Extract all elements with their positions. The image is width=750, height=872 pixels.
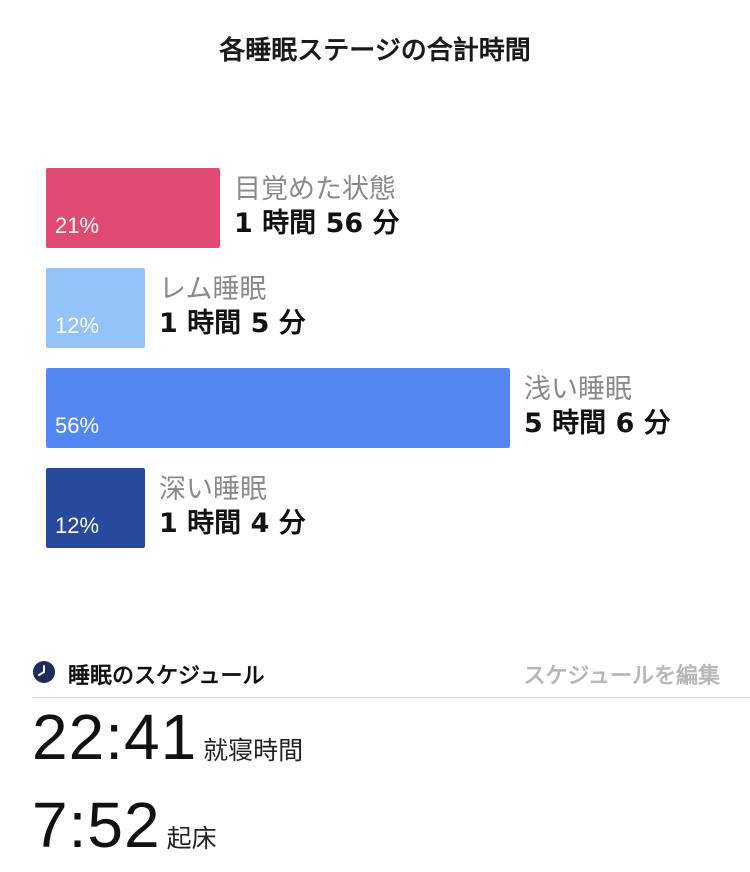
stage-text-deep: 深い睡眠 1 時間 4 分 <box>159 473 306 541</box>
stage-percent-deep: 12% <box>55 513 100 538</box>
sleep-stages-chart: 21% 目覚めた状態 1 時間 56 分 12% レム睡眠 1 時間 5 分 5… <box>46 168 706 568</box>
stage-row-light: 56% 浅い睡眠 5 時間 6 分 <box>46 368 706 448</box>
stage-duration-deep: 1 時間 4 分 <box>159 508 306 539</box>
stage-duration-light: 5 時間 6 分 <box>524 408 671 439</box>
stage-name-light: 浅い睡眠 <box>524 374 632 405</box>
stage-bar-awake: 21% <box>46 168 220 248</box>
stage-name-rem: レム睡眠 <box>159 274 267 305</box>
wake-row: 7:52 起床 <box>32 788 217 862</box>
clock-icon <box>33 661 55 683</box>
stage-duration-rem: 1 時間 5 分 <box>159 308 306 339</box>
bedtime-time: 22:41 <box>32 701 198 773</box>
page-title: 各睡眠ステージの合計時間 <box>219 36 531 66</box>
wake-label: 起床 <box>166 824 217 853</box>
stage-row-awake: 21% 目覚めた状態 1 時間 56 分 <box>46 168 706 248</box>
stage-name-deep: 深い睡眠 <box>159 474 267 505</box>
stage-bar-rem: 12% <box>46 268 145 348</box>
stage-duration-awake: 1 時間 56 分 <box>234 208 400 239</box>
stage-text-rem: レム睡眠 1 時間 5 分 <box>159 273 306 341</box>
stage-percent-light: 56% <box>55 413 100 438</box>
divider <box>32 697 750 698</box>
stage-text-awake: 目覚めた状態 1 時間 56 分 <box>234 173 400 241</box>
edit-schedule-link[interactable]: スケジュールを編集 <box>523 664 720 689</box>
stage-text-light: 浅い睡眠 5 時間 6 分 <box>524 373 671 441</box>
bedtime-row: 22:41 就寝時間 <box>32 700 303 774</box>
stage-row-rem: 12% レム睡眠 1 時間 5 分 <box>46 268 706 348</box>
stage-row-deep: 12% 深い睡眠 1 時間 4 分 <box>46 468 706 548</box>
schedule-header: 睡眠のスケジュール スケジュールを編集 <box>32 654 720 694</box>
stage-bar-deep: 12% <box>46 468 145 548</box>
bedtime-label: 就寝時間 <box>203 736 304 765</box>
schedule-title: 睡眠のスケジュール <box>68 664 265 689</box>
wake-time: 7:52 <box>32 789 161 861</box>
stage-bar-light: 56% <box>46 368 510 448</box>
stage-percent-rem: 12% <box>55 313 100 338</box>
stage-name-awake: 目覚めた状態 <box>234 174 396 205</box>
stage-percent-awake: 21% <box>55 213 100 238</box>
